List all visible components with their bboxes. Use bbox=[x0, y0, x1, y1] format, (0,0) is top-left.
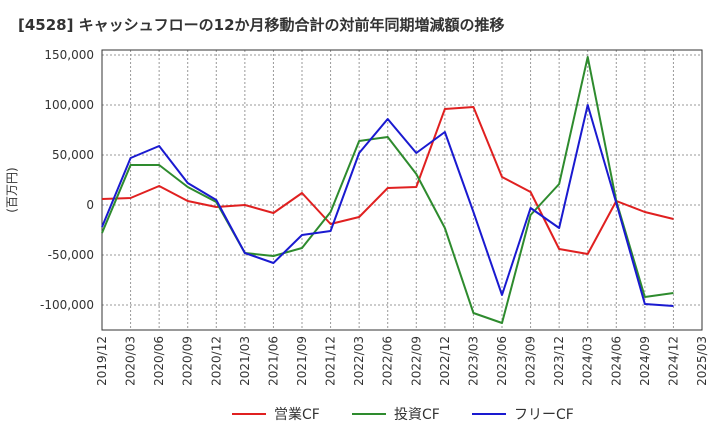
series-layer bbox=[101, 56, 674, 324]
series-line-3 bbox=[101, 104, 674, 307]
x-tick-label: 2022/03 bbox=[352, 336, 366, 386]
plot-frame bbox=[101, 49, 703, 331]
x-tick-label: 2021/06 bbox=[266, 336, 280, 386]
x-tick-label: 2020/12 bbox=[209, 336, 223, 386]
axis-layer: 2019/12 2020/03 2020/06 2020/09 2020/12 2021/… bbox=[5, 48, 709, 386]
x-tick-label: 2024/06 bbox=[609, 336, 623, 386]
series-line-2 bbox=[101, 56, 674, 324]
x-tick-label: 2021/03 bbox=[238, 336, 252, 386]
x-tick-label: 2022/09 bbox=[409, 336, 423, 386]
x-tick-label: 2022/12 bbox=[438, 336, 452, 386]
x-tick-label: 2023/09 bbox=[524, 336, 538, 386]
x-tick-label: 2025/03 bbox=[695, 336, 709, 386]
y-tick-label: -100,000 bbox=[40, 298, 94, 312]
x-tick-label: 2024/03 bbox=[581, 336, 595, 386]
legend-label: フリーCF bbox=[514, 407, 574, 423]
x-tick-label: 2019/12 bbox=[95, 336, 109, 386]
x-tick-label: 2021/12 bbox=[324, 336, 338, 386]
legend-label: 投資CF bbox=[394, 407, 440, 423]
x-tick-label: 2023/12 bbox=[552, 336, 566, 386]
y-tick-label: -50,000 bbox=[48, 248, 94, 262]
series-line-1 bbox=[101, 106, 674, 255]
x-tick-label: 2020/06 bbox=[152, 336, 166, 386]
x-tick-label: 2020/09 bbox=[181, 336, 195, 386]
y-tick-label: 150,000 bbox=[44, 48, 94, 62]
x-tick-label: 2020/03 bbox=[124, 336, 138, 386]
legend-label: 営業CF bbox=[274, 407, 320, 423]
y-tick-label: 50,000 bbox=[52, 148, 94, 162]
y-tick-label: 100,000 bbox=[44, 98, 94, 112]
x-tick-label: 2023/06 bbox=[495, 336, 509, 386]
x-tick-label: 2024/09 bbox=[638, 336, 652, 386]
chart-title: [4528] キャッシュフローの12か月移動合計の対前年同期増減額の推移 bbox=[18, 16, 505, 34]
x-tick-label: 2022/06 bbox=[381, 336, 395, 386]
legend-layer: 営業CF 投資CF フリーCF bbox=[232, 407, 574, 423]
y-tick-label: 0 bbox=[86, 198, 94, 212]
x-tick-label: 2023/03 bbox=[466, 336, 480, 386]
x-tick-label: 2024/12 bbox=[666, 336, 680, 386]
x-tick-label: 2021/09 bbox=[295, 336, 309, 386]
y-axis-label: (百万円) bbox=[5, 167, 19, 212]
